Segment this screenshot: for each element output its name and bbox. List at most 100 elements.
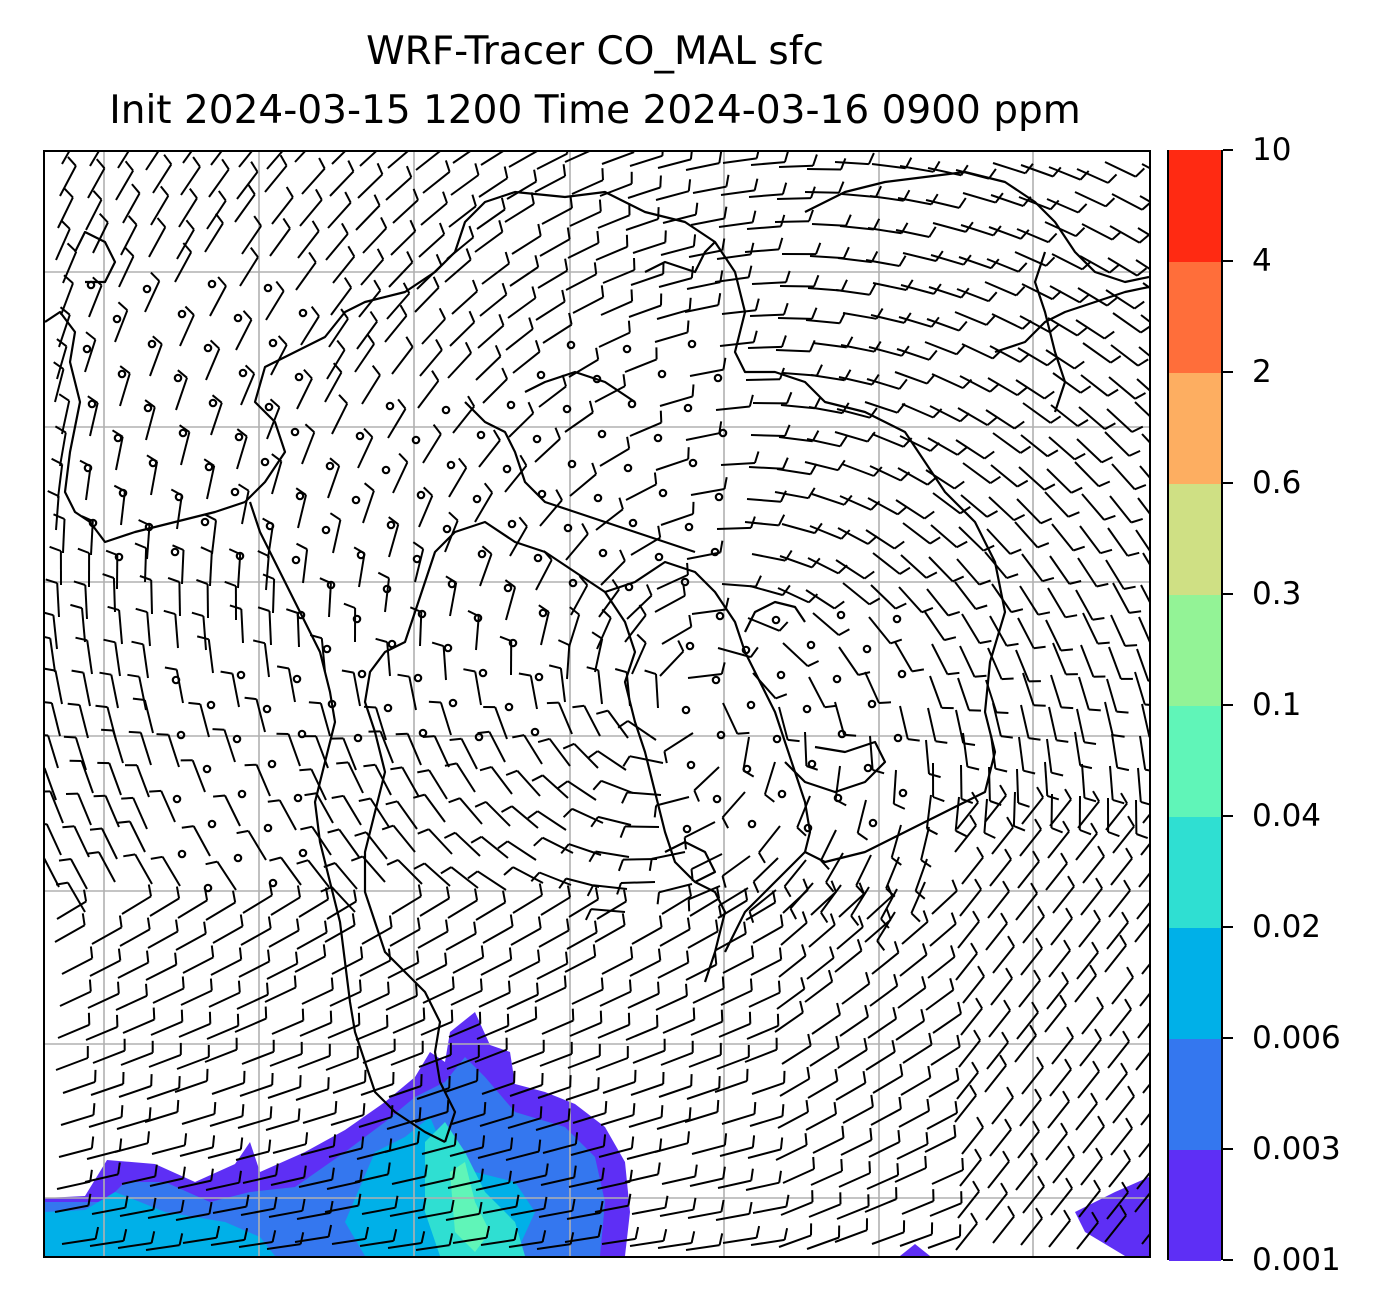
wind-barb-flag: [422, 1197, 427, 1210]
wind-barb: [601, 152, 635, 165]
wind-barb: [983, 798, 988, 833]
colorbar-tick: [1223, 260, 1233, 262]
wind-barb-flag: [1007, 1205, 1015, 1217]
wind-barb-flag: [715, 919, 719, 932]
calm-wind-circle: [628, 518, 638, 528]
calm-wind-circle: [203, 343, 213, 353]
wind-barb: [475, 1181, 510, 1191]
wind-barb: [1140, 314, 1149, 323]
wind-barb: [629, 1239, 664, 1247]
wind-barb: [871, 163, 906, 170]
wind-barb-flag: [1137, 358, 1149, 367]
wind-barb-flag: [630, 1136, 635, 1149]
wind-barb: [987, 1160, 1010, 1189]
wind-barb: [564, 411, 594, 433]
wind-barb: [595, 850, 630, 858]
wind-barb: [1017, 347, 1048, 367]
wind-barb: [660, 245, 695, 256]
wind-barb-flag: [467, 870, 479, 880]
wind-barb: [1134, 1192, 1149, 1213]
calm-wind-circle: [568, 578, 578, 588]
wind-barb-flag: [181, 976, 185, 989]
wind-barb: [241, 490, 250, 525]
wind-barb: [122, 1018, 155, 1034]
wind-barb: [835, 289, 870, 296]
plume-area: [1075, 1177, 1149, 1256]
wind-barb: [324, 371, 343, 403]
wind-barb: [144, 1111, 178, 1123]
wind-barb: [804, 731, 808, 767]
wind-barb: [837, 527, 869, 545]
wind-barb-flag: [113, 484, 126, 493]
wind-barb-flag: [394, 1195, 399, 1208]
wind-barb: [954, 581, 977, 610]
wind-barb-flag: [67, 156, 77, 167]
wind-barb: [145, 1244, 180, 1251]
wind-barb: [385, 994, 418, 1011]
wind-barb: [1021, 796, 1044, 825]
wind-barb: [1104, 1214, 1127, 1243]
wind-barb: [1048, 1219, 1071, 1248]
wind-barb: [687, 1210, 722, 1219]
wind-barb: [428, 828, 453, 855]
wind-barb: [1051, 1036, 1074, 1065]
wind-barb-flag: [210, 945, 215, 958]
wind-barb-flag: [208, 1201, 213, 1215]
wind-barb: [512, 1174, 547, 1184]
wind-barb: [362, 490, 375, 524]
wind-barb: [1081, 1006, 1104, 1035]
wind-barb: [855, 854, 872, 887]
wind-barb: [331, 957, 363, 975]
wind-barb-flag: [146, 454, 158, 463]
wind-barb-flag: [593, 262, 598, 275]
calm-wind-circle: [448, 698, 458, 708]
wind-barb-flag: [132, 697, 145, 701]
wind-barb: [115, 994, 148, 1011]
wind-barb-flag: [150, 1231, 156, 1244]
wind-barb: [746, 225, 781, 230]
wind-barb: [80, 760, 94, 794]
wind-barb-flag: [271, 1230, 277, 1243]
calm-wind-circle: [684, 522, 694, 532]
wind-barb-flag: [1104, 422, 1116, 430]
wind-barb-flag: [502, 890, 507, 903]
calm-wind-circle: [566, 340, 576, 350]
wind-barb: [774, 491, 809, 500]
wind-barb: [1110, 1127, 1133, 1156]
calm-wind-circle: [327, 699, 337, 709]
wind-barb: [871, 951, 900, 975]
wind-barb-flag: [588, 850, 597, 863]
wind-barb: [717, 647, 752, 659]
wind-barb: [744, 248, 779, 253]
wind-barb: [930, 254, 964, 266]
wind-barb: [722, 157, 757, 164]
wind-barb-flag: [181, 825, 194, 829]
wind-barb: [955, 169, 990, 180]
wind-barb-flag: [899, 566, 911, 575]
wind-barb: [625, 1025, 658, 1041]
wind-barb-flag: [687, 899, 691, 912]
wind-barb: [538, 385, 567, 408]
wind-barb: [1075, 319, 1106, 340]
wind-barb-flag: [898, 1096, 902, 1110]
wind-barb: [598, 1147, 633, 1158]
wind-barb-flag: [1089, 964, 1097, 976]
wind-barb: [987, 647, 1003, 680]
calm-wind-circle: [507, 519, 517, 529]
wind-barb: [81, 608, 86, 643]
wind-barb-flag: [432, 276, 440, 289]
wind-barb: [386, 292, 411, 320]
wind-barb: [1021, 1066, 1044, 1095]
wind-barb: [749, 313, 785, 317]
wind-barb-flag: [657, 1162, 661, 1175]
wind-barb: [446, 1056, 480, 1070]
wind-barb: [85, 199, 103, 231]
wind-barb-flag: [820, 911, 829, 924]
wind-barb-flag: [836, 1002, 841, 1015]
plume-area: [900, 1244, 930, 1256]
wind-barb: [542, 774, 569, 799]
wind-barb-flag: [188, 701, 201, 706]
wind-barb-flag: [323, 862, 336, 868]
wind-barb: [418, 495, 434, 528]
calm-wind-circle: [718, 428, 728, 438]
